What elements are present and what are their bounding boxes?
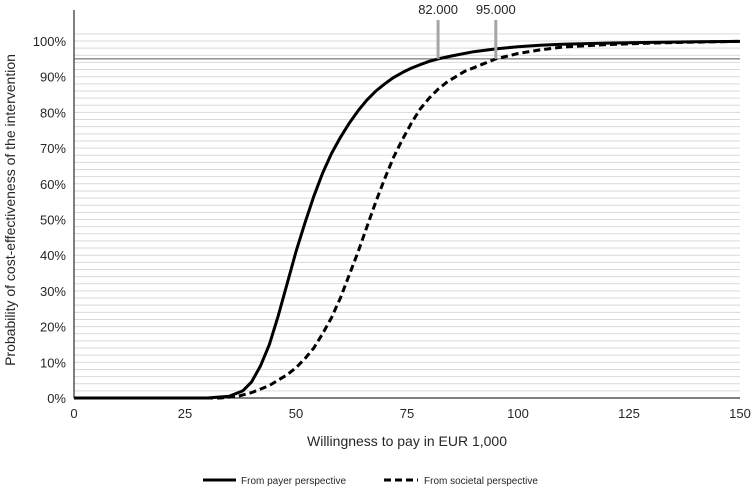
- legend-label-societal: From societal perspective: [424, 476, 538, 487]
- y-axis-title: Probability of cost-effectiveness of the…: [2, 54, 18, 366]
- y-tick-label: 90%: [40, 70, 66, 85]
- x-tick-label: 150: [729, 406, 751, 421]
- y-tick-label: 30%: [40, 284, 66, 299]
- series-group: [74, 39, 741, 400]
- y-tick-label: 10%: [40, 355, 66, 370]
- x-tick-label: 125: [618, 406, 640, 421]
- y-tick-label: 40%: [40, 248, 66, 263]
- y-tick-label: 20%: [40, 320, 66, 335]
- y-tick-label: 0%: [47, 391, 66, 406]
- legend: From payer perspective From societal per…: [203, 476, 538, 487]
- x-tick-labels: 0 25 50 75 100 125 150: [70, 406, 750, 421]
- x-tick-label: 25: [178, 406, 192, 421]
- legend-label-payer: From payer perspective: [241, 476, 346, 487]
- annotations-group: 82.000 95.000: [418, 2, 516, 59]
- y-tick-label: 50%: [40, 213, 66, 228]
- x-axis-title: Willingness to pay in EUR 1,000: [307, 433, 507, 449]
- y-tick-label: 100%: [33, 34, 67, 49]
- y-tick-label: 60%: [40, 177, 66, 192]
- annotation-label: 95.000: [476, 2, 516, 17]
- x-tick-label: 50: [289, 406, 303, 421]
- y-tick-label: 80%: [40, 105, 66, 120]
- y-tick-labels: 0% 10% 20% 30% 40% 50% 60% 70% 80% 90% 100%: [33, 34, 67, 406]
- gridlines: [74, 33, 740, 392]
- x-tick-label: 0: [70, 406, 77, 421]
- annotation-label: 82.000: [418, 2, 458, 17]
- x-tick-label: 100: [507, 406, 529, 421]
- series-line-societal: [74, 39, 741, 400]
- x-tick-label: 75: [400, 406, 414, 421]
- series-line-payer: [74, 39, 741, 400]
- axes: [73, 10, 740, 399]
- y-tick-label: 70%: [40, 141, 66, 156]
